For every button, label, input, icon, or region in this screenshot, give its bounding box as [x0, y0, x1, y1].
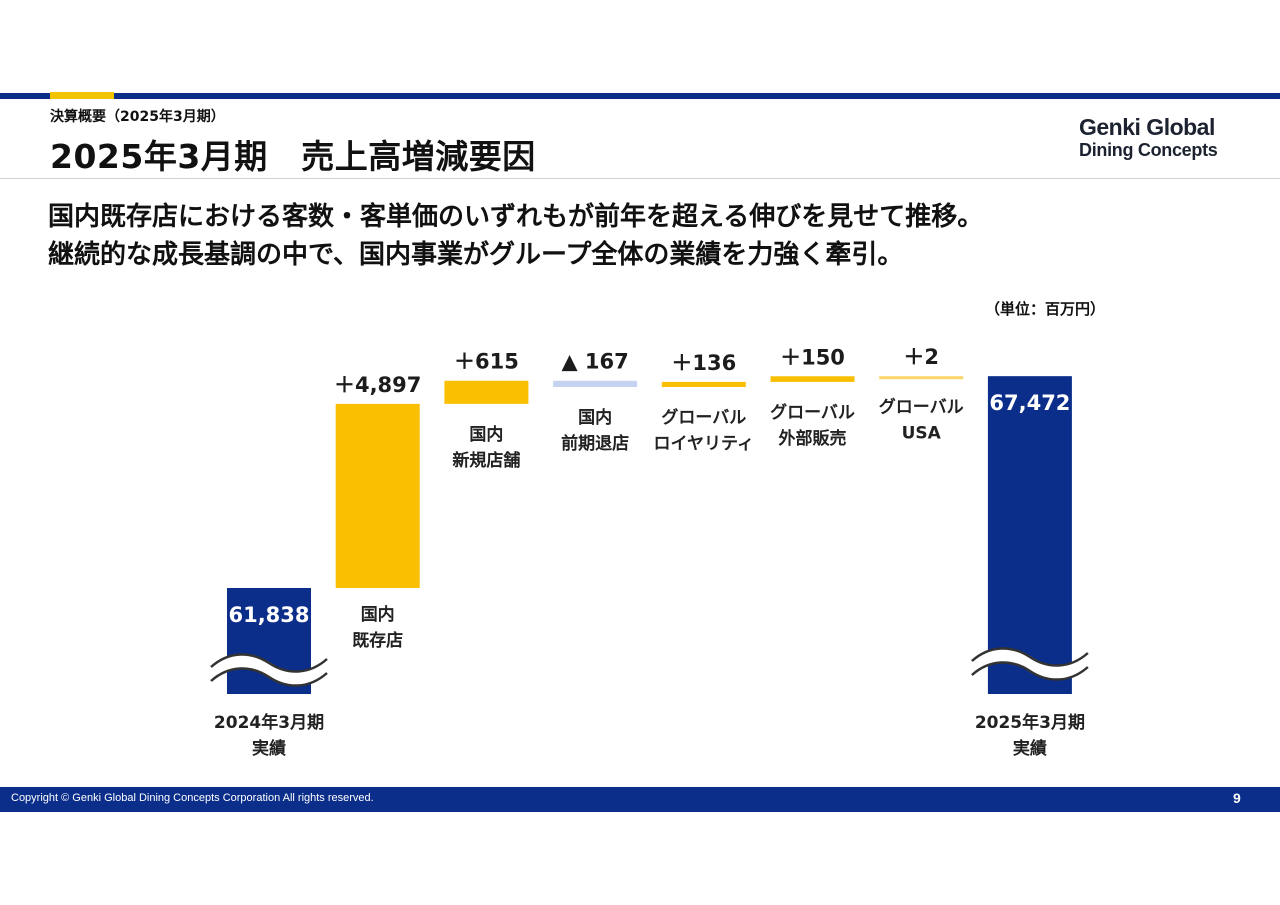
- category-label-3-0: 国内: [578, 407, 612, 428]
- axis-break-band: [964, 648, 1095, 680]
- category-label-2-1: 新規店舗: [452, 450, 520, 471]
- data-label-0: 61,838: [228, 603, 309, 627]
- page-title: 2025年3月期 売上高増減要因: [50, 137, 536, 176]
- headline-line-2: 継続的な成長基調の中で、国内事業がグループ全体の業績を力強く牽引。: [48, 240, 904, 270]
- bar-decrease-3: [553, 380, 638, 388]
- company-logo: Genki Global Dining Concepts: [1079, 114, 1249, 160]
- category-label-2-0: 国内: [469, 424, 503, 445]
- axis-break-line-lower: [210, 667, 328, 687]
- logo-line-2: Dining Concepts: [1079, 140, 1218, 160]
- bar-increase-1: [335, 403, 420, 588]
- category-label-6-1: USA: [902, 423, 942, 443]
- bar-increase-5: [770, 376, 855, 382]
- headline-line-1: 国内既存店における客数・客単価のいずれもが前年を超える伸びを見せて推移。: [48, 202, 984, 232]
- bar-increase-6: [879, 376, 964, 380]
- category-label-7-0: 2025年3月期: [975, 712, 1085, 733]
- category-label-0-1: 実績: [252, 738, 286, 759]
- category-label-3-1: 前期退店: [561, 433, 629, 454]
- category-label-6-0: グローバル: [879, 396, 964, 417]
- section-label: 決算概要（2025年3月期）: [50, 109, 225, 125]
- category-label-1-0: 国内: [361, 604, 395, 625]
- footer: Copyright © Genki Global Dining Concepts…: [0, 787, 1280, 812]
- axis-break-line-upper: [210, 653, 328, 673]
- category-label-4-0: グローバル: [661, 407, 746, 428]
- category-label-5-1: 外部販売: [779, 428, 847, 449]
- logo-line-1: Genki Global: [1079, 114, 1215, 140]
- category-label-0-0: 2024年3月期: [214, 712, 324, 733]
- title-divider: [0, 178, 1280, 179]
- bar-increase-2: [444, 380, 529, 404]
- header-accent: [50, 92, 114, 99]
- category-label-1-1: 既存店: [352, 630, 403, 651]
- axis-break-line-upper: [971, 647, 1089, 667]
- axis-break-line-lower: [971, 661, 1089, 681]
- unit-label: （単位：百万円）: [985, 300, 1106, 318]
- category-label-7-1: 実績: [1013, 738, 1047, 759]
- page-number: 9: [1233, 790, 1241, 806]
- header-rule: [0, 93, 1280, 99]
- data-label-3: ▲ 167: [561, 350, 628, 374]
- data-label-1: ＋4,897: [334, 373, 421, 397]
- copyright-text: Copyright © Genki Global Dining Concepts…: [11, 792, 374, 804]
- bar-increase-4: [661, 381, 746, 388]
- data-label-7: 67,472: [989, 391, 1070, 415]
- data-label-2: ＋615: [454, 350, 519, 374]
- axis-break-band: [204, 654, 334, 686]
- data-label-5: ＋150: [780, 345, 845, 369]
- data-label-6: ＋2: [903, 345, 939, 369]
- category-label-4-1: ロイヤリティ: [654, 434, 754, 454]
- headline: 国内既存店における客数・客単価のいずれもが前年を超える伸びを見せて推移。 継続的…: [48, 198, 1248, 274]
- category-label-5-0: グローバル: [770, 402, 855, 423]
- bar-total-7: [987, 376, 1072, 694]
- data-label-4: ＋136: [671, 351, 736, 375]
